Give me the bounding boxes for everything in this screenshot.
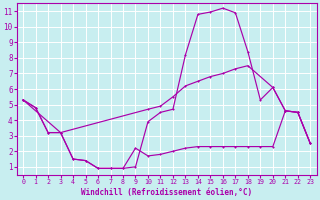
X-axis label: Windchill (Refroidissement éolien,°C): Windchill (Refroidissement éolien,°C): [81, 188, 252, 197]
